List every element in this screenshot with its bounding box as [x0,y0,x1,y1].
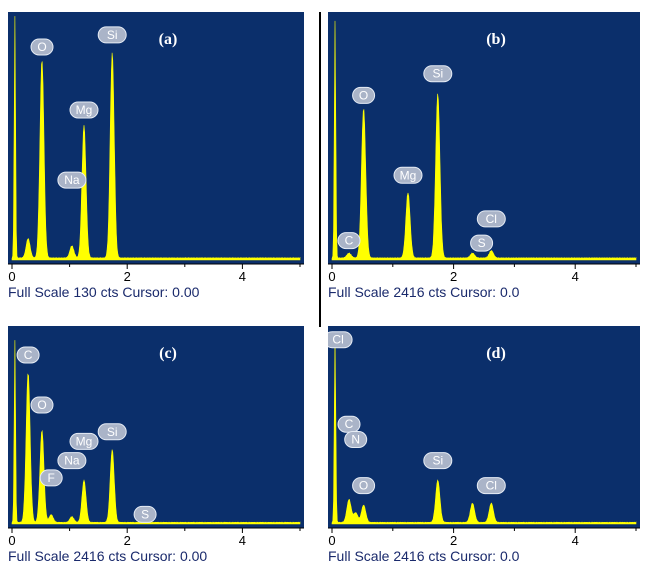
footer-b: Full Scale 2416 cts Cursor: 0.0 [328,284,520,300]
footer-a: Full Scale 130 cts Cursor: 0.00 [8,284,200,300]
svg-text:Mg: Mg [76,434,93,448]
element-label-si: Si [423,452,453,470]
panel-title: (c) [159,345,177,362]
footer-c: Full Scale 2416 cts Cursor: 0.00 [8,548,208,564]
svg-text:S: S [141,507,149,521]
element-label-c: C [337,232,361,250]
element-label-n: N [344,431,368,448]
eds-panel-a: (a) O Si Mg Na 0 2 4 Full Scale 130 cts Cursor:… [8,12,304,302]
footer-d: Full Scale 2416 cts Cursor: 0.0 [328,548,520,564]
element-label-o: O [30,38,54,56]
element-label-mg: Mg [69,432,99,450]
x-tick-label: 4 [239,269,246,284]
plot-background [328,326,640,528]
eds-spectrum-a: (a) O Si Mg Na 0 2 4 [8,12,304,284]
svg-text:Cl: Cl [332,333,343,347]
x-tick-label: 0 [8,533,15,548]
x-tick-label: 4 [572,269,579,284]
spectrum-curve [331,334,637,525]
plot-background [8,12,304,264]
element-label-o: O [352,86,376,104]
element-label-na: Na [57,171,87,189]
svg-text:Si: Si [432,454,443,468]
spectrum-curve [11,340,301,525]
x-tick-label: 4 [239,533,246,548]
panel-title: (b) [486,31,506,48]
element-label-c: C [337,415,361,433]
x-tick-label: 0 [328,269,335,284]
eds-spectrum-d: (d) Cl CN O Si Cl 0 2 4 [328,326,640,548]
eds-spectrum-c: (c) C O Si Mg Na F S 0 2 4 [8,326,304,548]
element-label-cl: Cl [476,210,506,228]
element-label-o: O [30,396,54,414]
svg-text:Si: Si [107,28,118,42]
x-tick-label: 2 [450,269,457,284]
svg-text:Cl: Cl [486,479,497,493]
svg-text:Mg: Mg [400,168,417,182]
element-label-f: F [39,469,63,487]
svg-text:Na: Na [64,173,80,187]
element-label-si: Si [97,26,127,44]
element-label-mg: Mg [69,101,99,119]
panel-divider-vertical [319,12,321,327]
element-label-si: Si [97,423,127,441]
panel-title: (a) [159,31,178,48]
panel-title: (d) [486,345,506,362]
svg-text:C: C [345,417,354,431]
svg-text:F: F [48,471,55,485]
svg-text:N: N [351,433,360,447]
element-label-na: Na [57,452,87,470]
element-label-mg: Mg [393,166,423,184]
element-label-c: C [16,346,40,364]
svg-text:C: C [24,348,33,362]
element-label-s: S [133,505,157,523]
svg-text:S: S [478,236,486,250]
x-tick-label: 0 [328,533,335,548]
svg-text:O: O [37,398,46,412]
eds-spectrum-b: (b) O Si Mg ClS C 0 2 4 [328,12,640,284]
x-tick-label: 2 [124,533,131,548]
svg-text:Na: Na [64,454,80,468]
svg-text:C: C [345,234,354,248]
svg-text:Cl: Cl [486,212,497,226]
element-label-s: S [470,234,494,252]
svg-text:O: O [37,40,46,54]
element-label-cl: Cl [328,331,353,349]
svg-text:Mg: Mg [76,103,93,117]
plot-background [8,326,304,528]
svg-text:Si: Si [107,425,118,439]
x-tick-label: 0 [8,269,15,284]
eds-panel-c: (c) C O Si Mg Na F S 0 2 4 Full Scale 2416 cts Cur… [8,326,304,566]
svg-text:O: O [359,479,368,493]
x-tick-label: 2 [450,533,457,548]
eds-panel-b: (b) O Si Mg Cl S C 0 2 4 Full Scale 2416 cts Curs… [328,12,640,302]
spectrum-curve [331,20,637,261]
element-label-o: O [352,477,376,495]
element-label-cl: Cl [476,477,506,495]
x-tick-label: 4 [572,533,579,548]
spectrum-curve [11,16,301,261]
element-label-si: Si [423,65,453,83]
svg-text:O: O [359,88,368,102]
x-tick-label: 2 [124,269,131,284]
eds-panel-d: (d) Cl C N O Si Cl 0 2 4 Full Scale 2416 cts Curs… [328,326,640,566]
svg-text:Si: Si [432,67,443,81]
